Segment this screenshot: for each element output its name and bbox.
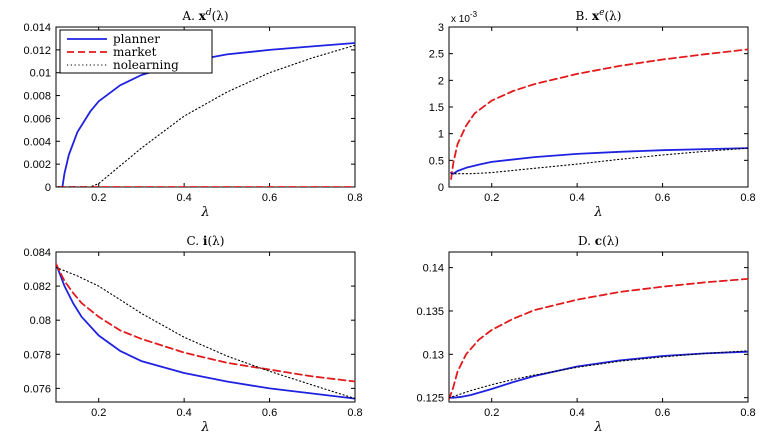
- panel-title-variable: c: [595, 234, 602, 248]
- x-tick-label: 0.2: [484, 192, 499, 204]
- y-tick-label: 0.135: [416, 306, 444, 318]
- x-tick-label: 0.2: [91, 192, 106, 204]
- panel-title-argument: (λ): [212, 9, 229, 23]
- panel-title-variable: i: [203, 234, 208, 248]
- x-tick-label: 0.8: [740, 192, 755, 204]
- panel-title-argument: (λ): [207, 234, 224, 248]
- y-tick-label: 0.08: [30, 315, 51, 327]
- panel-title-prefix: B.: [576, 9, 592, 23]
- series-nolearning-line: [57, 44, 355, 187]
- plot-frame: [55, 251, 356, 403]
- series-market-line: [56, 262, 355, 383]
- y-tick-label: 0: [438, 182, 444, 194]
- y-tick-label: 0.125: [416, 393, 444, 405]
- y-tick-label: 0.084: [23, 247, 51, 259]
- plot-frame: [448, 26, 749, 188]
- series-planner-line: [450, 147, 748, 175]
- x-tick-label: 0.4: [176, 407, 191, 419]
- x-tick-label: 0.6: [655, 192, 670, 204]
- legend-label-planner: planner: [113, 32, 160, 46]
- y-tick-label: 0.002: [23, 159, 51, 171]
- x-tick-label: 0.8: [347, 192, 362, 204]
- series-nolearning-line: [450, 147, 748, 175]
- panel-title-prefix: C.: [187, 234, 203, 248]
- y-tick-label: 3: [438, 22, 444, 34]
- panel-title: C. i(λ): [187, 234, 225, 248]
- x-tick-label: 0.4: [176, 192, 191, 204]
- panel-title-variable: x: [592, 9, 600, 23]
- series-market-line: [450, 48, 748, 180]
- panel-title-prefix: A.: [181, 9, 198, 23]
- y-tick-label: 0.01: [30, 68, 51, 80]
- y-tick-label: 0.5: [429, 155, 444, 167]
- y-tick-label: 0.008: [23, 91, 51, 103]
- y-tick-label: 0.004: [23, 136, 51, 148]
- axis-scale-label: x 10-3: [451, 10, 478, 25]
- legend-label-market: market: [113, 45, 157, 59]
- y-tick-label: 0.006: [23, 113, 51, 125]
- y-tick-label: 0: [45, 182, 51, 194]
- x-tick-label: 0.6: [655, 407, 670, 419]
- x-tick-label: 0.6: [262, 407, 277, 419]
- y-tick-label: 0.13: [423, 349, 444, 361]
- y-tick-label: 0.012: [23, 45, 51, 57]
- series-nolearning-line: [449, 350, 748, 399]
- panel-d: 0.2 0.4 0.6 0.8 0.125 0.13 0.135 0.14 D. c(λ) λ: [416, 234, 755, 435]
- y-tick-label: 1: [438, 129, 444, 141]
- x-axis-label: λ: [200, 420, 209, 435]
- y-tick-label: 2: [438, 75, 444, 87]
- panel-title: B. xe(λ): [576, 8, 622, 23]
- y-tick-label: 0.082: [23, 281, 51, 293]
- x-tick-label: 0.8: [347, 407, 362, 419]
- panel-title: A. xd(λ): [181, 8, 228, 23]
- panel-c: 0.2 0.4 0.6 0.8 0.076 0.078 0.08 0.082 0.084 C. i…: [23, 234, 362, 435]
- y-tick-label: 0.014: [23, 22, 51, 34]
- y-tick-label: 1.5: [429, 102, 444, 114]
- panel-title-argument: (λ): [602, 234, 619, 248]
- panel-title-superscript: d: [206, 8, 212, 18]
- plot-frame: [448, 251, 749, 403]
- x-tick-label: 0.4: [569, 407, 584, 419]
- x-tick-label: 0.2: [91, 407, 106, 419]
- panel-title: D. c(λ): [578, 234, 619, 248]
- x-tick-label: 0.2: [484, 407, 499, 419]
- panel-a: 0.2 0.4 0.6 0.8 0 0.002 0.004 0.006 0.008 0.01 0.0…: [23, 8, 362, 220]
- x-axis-label: λ: [593, 420, 602, 435]
- series-planner-line: [56, 262, 355, 400]
- series-market-line: [449, 277, 748, 401]
- x-tick-label: 0.6: [262, 192, 277, 204]
- x-axis-label: λ: [200, 205, 209, 220]
- panel-title-variable: x: [199, 9, 207, 23]
- y-tick-label: 0.078: [23, 349, 51, 361]
- x-axis-label: λ: [593, 205, 602, 220]
- y-tick-label: 0.14: [423, 263, 444, 275]
- legend-label-nolearning: nolearning: [113, 58, 179, 72]
- panel-title-argument: (λ): [604, 9, 621, 23]
- x-tick-label: 0.8: [740, 407, 755, 419]
- y-tick-label: 0.076: [23, 383, 51, 395]
- axis-scale-exponent: -3: [470, 10, 478, 19]
- legend-box: [59, 29, 213, 74]
- y-tick-label: 2.5: [429, 49, 444, 61]
- series-planner-line: [57, 42, 355, 187]
- panel-title-prefix: D.: [578, 234, 595, 248]
- panel-b: 0.2 0.4 0.6 0.8 0 0.5 1 1.5 2 2.5 3 B. xe(λ) λ x 10-3: [429, 8, 756, 220]
- x-tick-label: 0.4: [569, 192, 584, 204]
- panel-title-superscript: e: [599, 8, 604, 18]
- axis-scale-base: x 10: [451, 14, 470, 25]
- series-planner-line: [449, 350, 748, 399]
